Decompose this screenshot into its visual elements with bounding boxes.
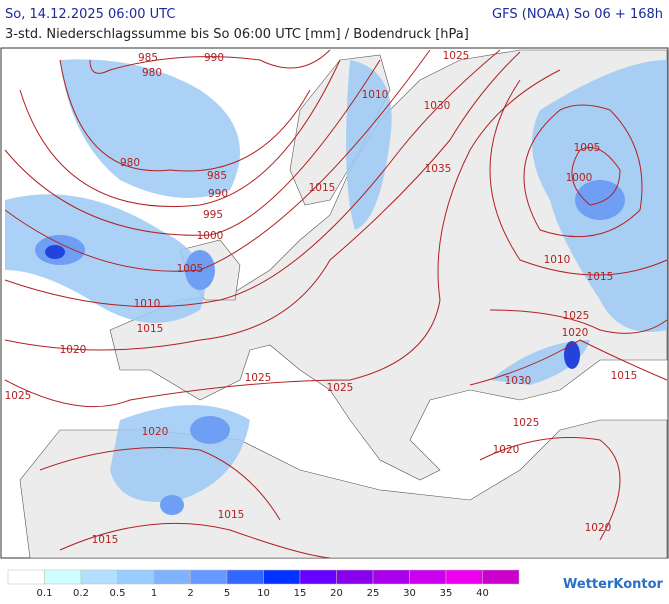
precipitation (160, 495, 184, 515)
legend-swatch (263, 569, 301, 585)
isobar-label: 1025 (245, 372, 272, 384)
precipitation (346, 60, 392, 230)
legend-swatch (336, 569, 374, 585)
isobar-label: 1025 (513, 417, 540, 429)
legend: 0.1 0.2 0.5 1 2 5 10 15 20 25 30 35 40 (7, 569, 520, 599)
map (0, 47, 669, 559)
isobar-label: 1000 (197, 230, 224, 242)
legend-label: 15 (294, 588, 307, 599)
legend-swatch (117, 569, 155, 585)
legend-label: 0.2 (73, 588, 89, 599)
isobar-label: 1005 (574, 142, 601, 154)
isobar-label: 1030 (505, 375, 532, 387)
isobar-label: 1025 (443, 50, 470, 62)
legend-label: 40 (476, 588, 489, 599)
legend-swatch (299, 569, 337, 585)
precipitation (5, 194, 205, 323)
isobar-label: 990 (204, 52, 224, 64)
isobar-label: 1015 (587, 271, 614, 283)
isobar-label: 1020 (60, 344, 87, 356)
header-date: So, 14.12.2025 06:00 UTC (5, 7, 175, 22)
precipitation (60, 59, 240, 198)
isobar-label: 1015 (309, 182, 336, 194)
header-model: GFS (NOAA) So 06 + 168h (492, 7, 663, 22)
legend-swatch (226, 569, 264, 585)
isobar-label: 995 (203, 209, 223, 221)
isobar-label: 1015 (137, 323, 164, 335)
legend-swatch (482, 569, 520, 585)
isobar-label: 985 (138, 52, 158, 64)
isobar-label: 1005 (177, 263, 204, 275)
isobar-label: 1020 (142, 426, 169, 438)
isobar-label: 990 (208, 188, 228, 200)
legend-label: 0.1 (37, 588, 53, 599)
legend-label: 0.5 (110, 588, 126, 599)
legend-swatch (190, 569, 228, 585)
legend-swatch (372, 569, 410, 585)
isobar-label: 1015 (218, 509, 245, 521)
legend-label: 25 (367, 588, 380, 599)
isobar-label: 1010 (134, 298, 161, 310)
isobar-label: 1020 (493, 444, 520, 456)
legend-label: 30 (403, 588, 416, 599)
isobar-label: 1020 (562, 327, 589, 339)
legend-swatch (80, 569, 118, 585)
isobar-label: 1025 (5, 390, 32, 402)
legend-label: 20 (330, 588, 343, 599)
legend-label: 10 (257, 588, 270, 599)
legend-swatch (7, 569, 45, 585)
precipitation (575, 180, 625, 220)
isobar-label: 1015 (611, 370, 638, 382)
logo: WetterKontor (563, 577, 664, 592)
isobar-label: 1000 (566, 172, 593, 184)
isobar-label: 985 (207, 170, 227, 182)
isobar-label: 1015 (92, 534, 119, 546)
precipitation (45, 245, 65, 259)
header-subtitle: 3-std. Niederschlagssumme bis So 06:00 U… (5, 27, 469, 42)
isobar-label: 980 (120, 157, 140, 169)
isobars (4, 49, 668, 559)
isobar-label: 1025 (327, 382, 354, 394)
legend-swatch (153, 569, 191, 585)
isobar-label: 1010 (362, 89, 389, 101)
legend-label: 5 (224, 588, 230, 599)
isobar-label: 980 (142, 67, 162, 79)
precipitation (190, 416, 230, 444)
isobar-label: 1020 (585, 522, 612, 534)
precipitation (564, 341, 580, 369)
isobar-label: 1030 (424, 100, 451, 112)
isobar-label: 1010 (544, 254, 571, 266)
isobar-labels: 985 990 980 980 985 990 995 1000 1005 1010 1015 102… (5, 50, 638, 546)
legend-swatch (409, 569, 447, 585)
legend-label: 35 (440, 588, 453, 599)
legend-label: 1 (151, 588, 157, 599)
legend-swatch (445, 569, 483, 585)
isobar-label: 1035 (425, 163, 452, 175)
legend-swatch (44, 569, 82, 585)
legend-label: 2 (187, 588, 193, 599)
isobar-label: 1025 (563, 310, 590, 322)
